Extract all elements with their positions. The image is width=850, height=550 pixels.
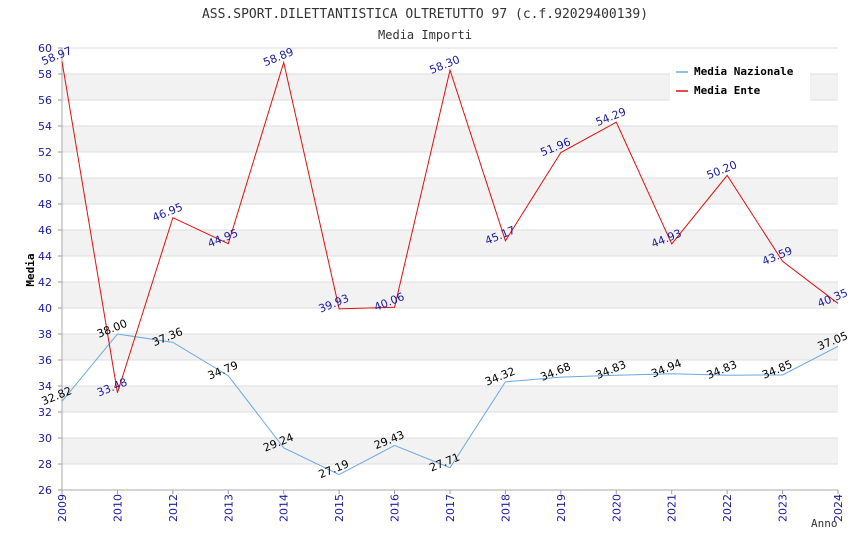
- x-tick-label: 2021: [666, 494, 679, 522]
- point-label-nazionale: 34.32: [483, 365, 517, 389]
- grid-band: [62, 126, 838, 152]
- y-tick-label: 32: [38, 406, 52, 419]
- y-tick-label: 42: [38, 276, 52, 289]
- y-tick-label: 58: [38, 68, 52, 81]
- x-tick-label: 2018: [499, 494, 512, 522]
- x-tick-label: 2014: [278, 494, 291, 522]
- y-tick-label: 38: [38, 328, 52, 341]
- chart-title: ASS.SPORT.DILETTANTISTICA OLTRETUTTO 97 …: [202, 7, 648, 22]
- y-tick-label: 36: [38, 354, 52, 367]
- grid-band: [62, 230, 838, 256]
- y-tick-label: 44: [38, 250, 52, 263]
- y-tick-label: 40: [38, 302, 52, 315]
- y-tick-label: 60: [38, 42, 52, 55]
- y-tick-label: 28: [38, 458, 52, 471]
- x-tick-label: 2022: [721, 494, 734, 522]
- x-tick-label: 2020: [610, 494, 623, 522]
- point-label-nazionale: 34.83: [594, 358, 628, 382]
- chart-subtitle: Media Importi: [378, 28, 472, 42]
- y-tick-label: 56: [38, 94, 52, 107]
- x-tick-label: 2024: [832, 494, 845, 522]
- y-tick-label: 50: [38, 172, 52, 185]
- x-tick-label: 2016: [389, 494, 402, 522]
- point-label-nazionale: 34.85: [760, 358, 794, 382]
- x-tick-label: 2010: [111, 494, 124, 522]
- x-tick-label: 2009: [56, 494, 69, 522]
- x-tick-label: 2023: [777, 494, 790, 522]
- x-tick-label: 2017: [444, 494, 457, 522]
- point-label-nazionale: 34.79: [206, 359, 240, 383]
- x-tick-label: 2015: [333, 494, 346, 522]
- grid-band: [62, 178, 838, 204]
- point-label-nazionale: 34.83: [705, 358, 739, 382]
- series-line-media-nazionale: [61, 333, 839, 476]
- legend-label-ente: Media Ente: [694, 84, 761, 97]
- grid-band: [62, 438, 838, 464]
- y-tick-label: 46: [38, 224, 52, 237]
- grid-bands: [62, 74, 838, 464]
- series-line-media-ente: [61, 60, 839, 393]
- point-label-ente: 58.89: [261, 45, 295, 69]
- y-tick-label: 34: [38, 380, 52, 393]
- grid-band: [62, 334, 838, 360]
- x-tick-label: 2012: [167, 494, 180, 522]
- grid-band: [62, 282, 838, 308]
- y-tick-label: 48: [38, 198, 52, 211]
- y-tick-label: 26: [38, 484, 52, 497]
- y-tick-label: 30: [38, 432, 52, 445]
- point-label-nazionale: 34.68: [539, 360, 573, 384]
- x-axis-label: Anno: [811, 517, 838, 530]
- grid-band: [62, 386, 838, 412]
- x-tick-label: 2019: [555, 494, 568, 522]
- grid-lines: [58, 47, 839, 494]
- y-tick-label: 52: [38, 146, 52, 159]
- axes: [61, 48, 838, 491]
- legend-box: [670, 60, 810, 102]
- y-tick-label: 54: [38, 120, 52, 133]
- x-tick-label: 2013: [222, 494, 235, 522]
- x-tick-labels: 2009 2010 2012 2013 2014 2015 2016 2017 2018 2019…: [56, 494, 845, 522]
- point-label-ente: 58.30: [428, 53, 462, 77]
- legend: Media Nazionale Media Ente: [670, 60, 810, 102]
- y-tick-labels: 26 28 30 32 34 36 38 40 42 44 46 48 50 52 54 56 58 60: [38, 42, 52, 497]
- series-lines: [61, 60, 839, 476]
- y-axis-label: Media: [24, 253, 37, 286]
- legend-label-nazionale: Media Nazionale: [694, 65, 794, 78]
